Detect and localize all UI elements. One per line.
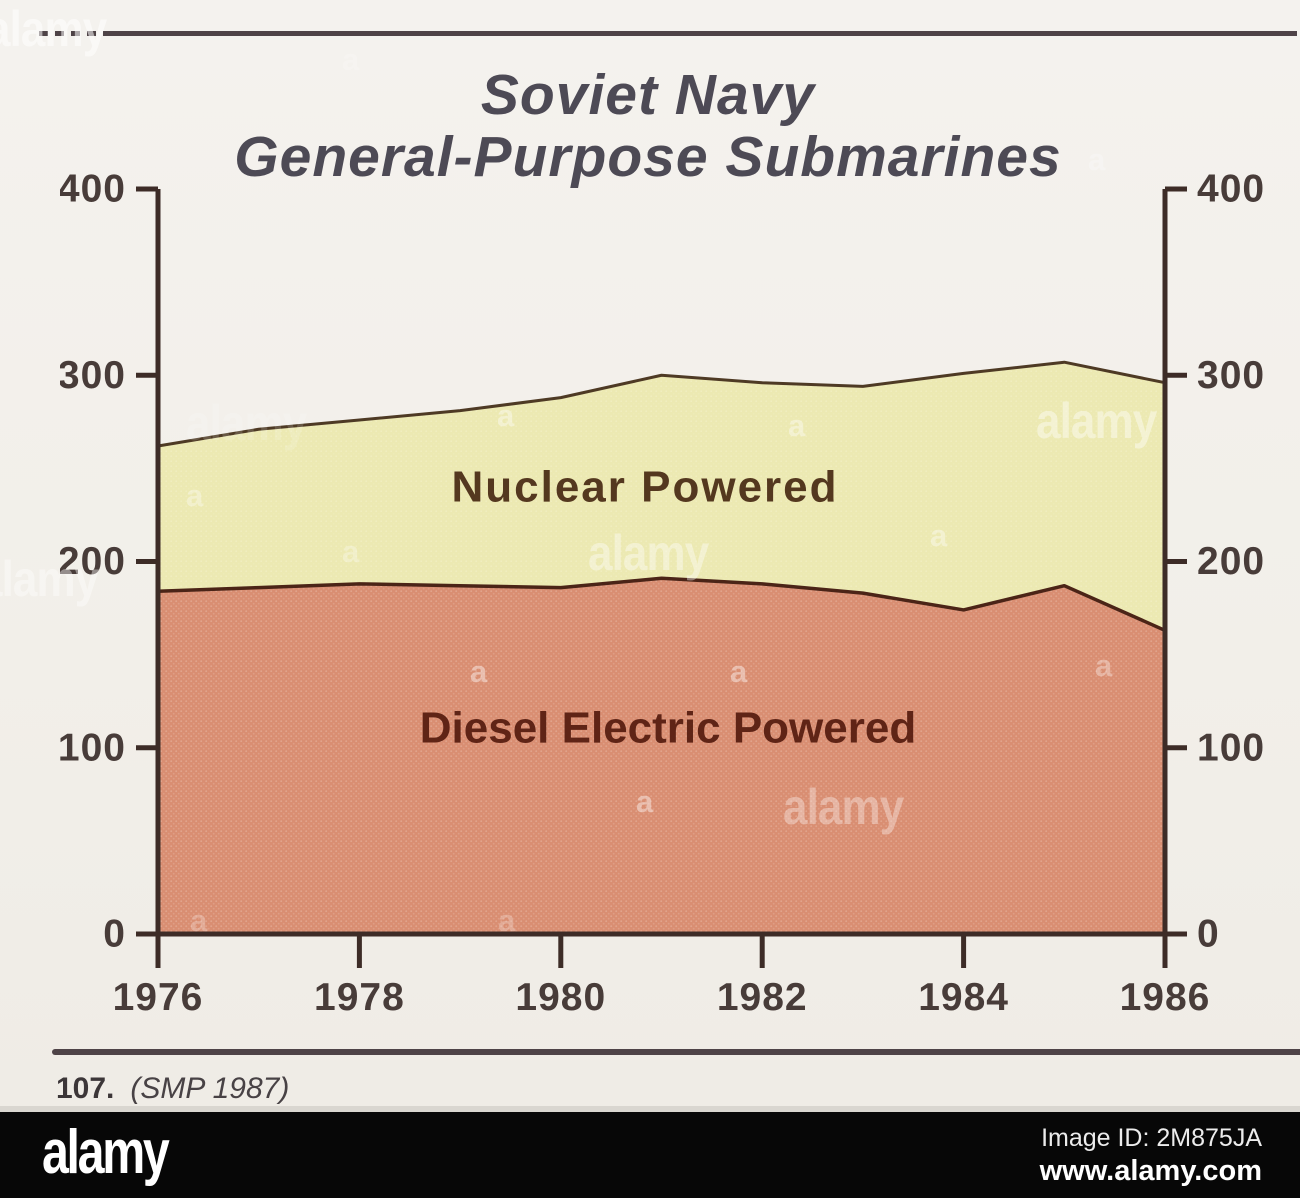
- y-axis-left-label-400: 400: [60, 168, 126, 211]
- x-axis-label-1986: 1986: [1120, 976, 1211, 1019]
- y-axis-left-label-200: 200: [60, 540, 126, 583]
- nuclear-area-halftone: [158, 362, 1165, 631]
- figure-source: (SMP 1987): [130, 1072, 290, 1105]
- nuclear-boundary-line: [157, 360, 1166, 448]
- y-axis-left-label-300: 300: [60, 354, 126, 397]
- image-id-text: Image ID: 2M875JA: [1041, 1124, 1262, 1152]
- top-rule: [107, 31, 1297, 36]
- diesel-area-halftone: [158, 578, 1165, 934]
- chart-title-line2: General-Purpose Submarines: [234, 125, 1062, 189]
- stacked-area-chart: 0 0 100 100 200 200 300 300 400 400 1976 1978 1980 19…: [60, 168, 1265, 1020]
- x-axis-label-1980: 1980: [515, 976, 606, 1019]
- bottom-rule: [52, 1049, 1300, 1055]
- y-axis-right-label-300: 300: [1197, 354, 1265, 397]
- alamy-url-text: www.alamy.com: [1039, 1155, 1262, 1187]
- diesel-area-label: Diesel Electric Powered: [420, 704, 916, 753]
- y-axis-right-label-200: 200: [1197, 540, 1265, 583]
- scan-edge-strip: [0, 1106, 1300, 1112]
- y-axis-left-label-0: 0: [103, 913, 126, 956]
- figure-number: 107.: [56, 1072, 115, 1105]
- y-axis-left-label-100: 100: [60, 726, 126, 769]
- y-axis-right-label-100: 100: [1197, 726, 1265, 769]
- chart-title-line1: Soviet Navy: [480, 63, 816, 127]
- y-axis-right-label-400: 400: [1197, 168, 1265, 211]
- alamy-logo: alamy: [42, 1118, 170, 1187]
- alamy-footer-bar: [0, 1112, 1300, 1198]
- nuclear-area-label: Nuclear Powered: [451, 463, 838, 512]
- x-axis-label-1976: 1976: [113, 976, 204, 1019]
- top-rule-dashed-segment: [39, 31, 109, 36]
- figure-caption: 107. (SMP 1987): [56, 1072, 289, 1106]
- diesel-boundary-line: [157, 576, 1166, 633]
- x-axis-label-1978: 1978: [314, 976, 405, 1019]
- x-axis-label-1984: 1984: [918, 976, 1009, 1019]
- y-axis-right-label-0: 0: [1197, 913, 1220, 956]
- chart-title: Soviet Navy General-Purpose Submarines: [0, 64, 1296, 188]
- x-axis-label-1982: 1982: [717, 976, 808, 1019]
